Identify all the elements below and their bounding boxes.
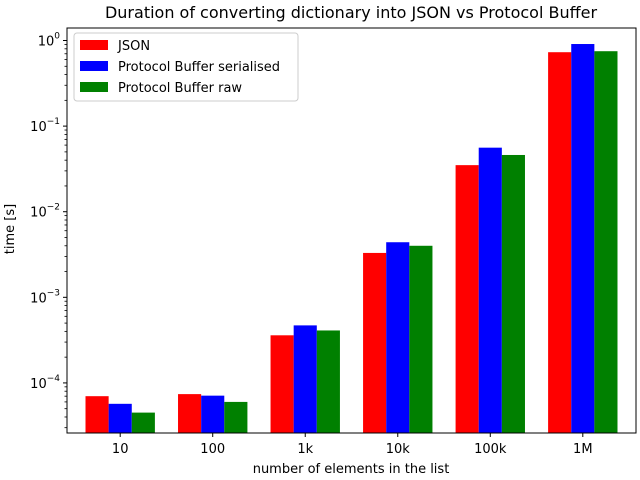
bar-protocol-buffer-serialised-1m <box>571 44 595 433</box>
bar-json-10k <box>363 252 387 433</box>
chart-title: Duration of converting dictionary into J… <box>105 3 597 22</box>
legend-swatch <box>80 40 108 50</box>
bar-protocol-buffer-raw-10 <box>131 412 155 433</box>
y-axis-label: time [s] <box>3 204 18 254</box>
bar-protocol-buffer-serialised-100k <box>478 147 502 434</box>
legend-swatch <box>80 61 108 71</box>
y-tick-label: 10−3 <box>30 288 60 306</box>
bar-protocol-buffer-serialised-10k <box>386 242 410 433</box>
bar-json-1m <box>548 52 572 433</box>
y-tick-label: 10−4 <box>30 374 60 392</box>
bar-protocol-buffer-raw-100k <box>501 154 525 433</box>
bar-json-100k <box>455 165 479 433</box>
x-ticks: 10 100 1k 10k 100k 1M <box>112 433 593 457</box>
bar-protocol-buffer-raw-1k <box>316 330 340 433</box>
legend-box <box>73 32 299 102</box>
x-tick-label: 10 <box>112 442 129 457</box>
bar-protocol-buffer-serialised-1k <box>293 325 317 433</box>
bars-layer <box>85 44 618 434</box>
y-tick-label: 10−2 <box>30 203 60 221</box>
y-ticks: 10−4 10−3 10−2 10−1 100 <box>30 32 67 429</box>
x-tick-label: 10k <box>386 442 411 457</box>
bar-protocol-buffer-raw-1m <box>594 51 618 433</box>
bar-protocol-buffer-serialised-10 <box>108 403 132 433</box>
bar-protocol-buffer-raw-10k <box>409 245 433 433</box>
legend-label: Protocol Buffer raw <box>118 81 242 96</box>
legend-label: JSON <box>117 39 150 54</box>
x-tick-label: 100 <box>200 442 225 457</box>
y-tick-label: 10−1 <box>30 117 60 135</box>
x-tick-label: 1M <box>573 442 593 457</box>
x-axis-label: number of elements in the list <box>253 462 450 477</box>
legend-label: Protocol Buffer serialised <box>118 60 280 75</box>
bar-json-10 <box>85 396 109 433</box>
bar-protocol-buffer-raw-100 <box>224 401 248 433</box>
bar-json-100 <box>178 394 202 433</box>
legend-swatch <box>80 82 108 92</box>
x-tick-label: 1k <box>297 442 313 457</box>
x-tick-label: 100k <box>474 442 507 457</box>
bar-protocol-buffer-serialised-100 <box>201 395 225 433</box>
legend: JSON Protocol Buffer serialised Protocol B… <box>73 32 299 102</box>
y-tick-label: 100 <box>38 32 61 50</box>
bar-json-1k <box>270 335 294 433</box>
